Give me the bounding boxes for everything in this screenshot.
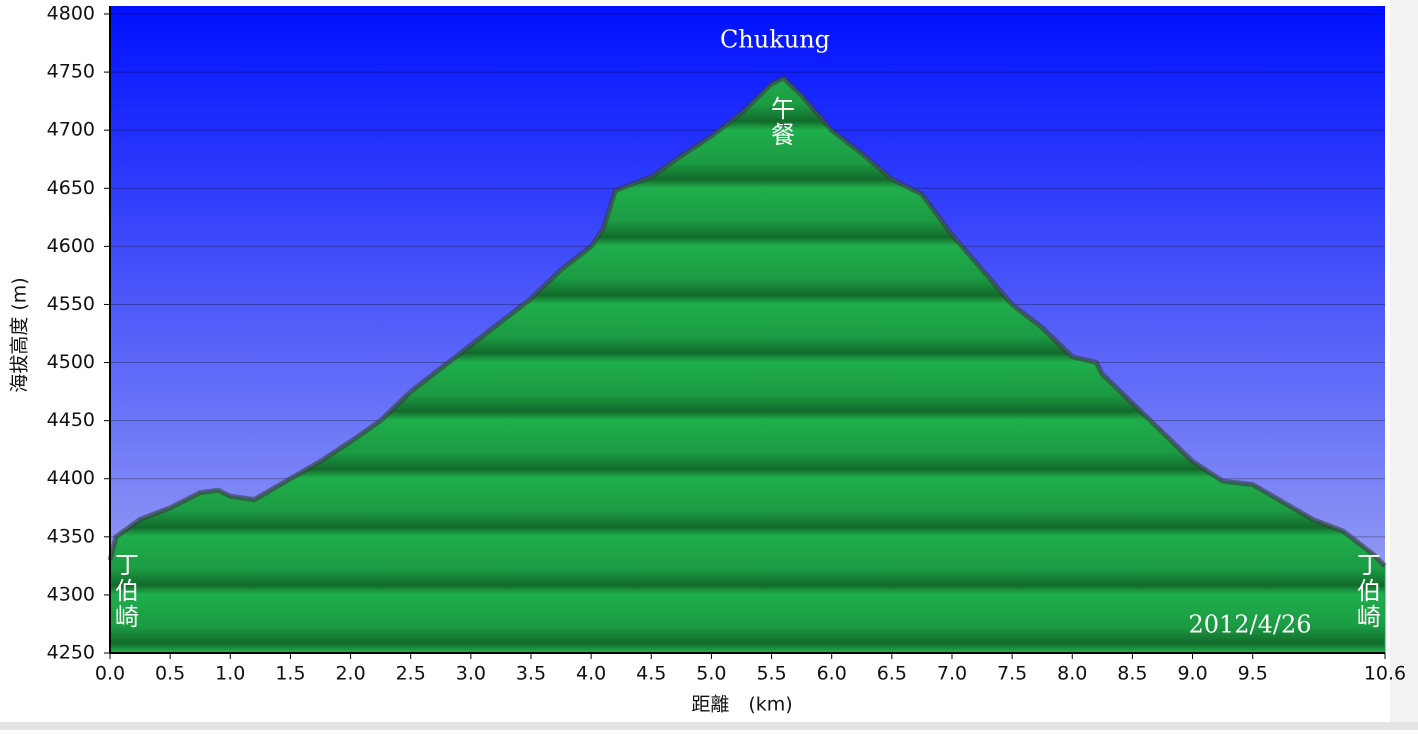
annotation: Chukung — [720, 26, 830, 54]
x-tick-label: 6.0 — [817, 663, 847, 685]
y-tick-label: 4500 — [47, 351, 95, 373]
annotation: 丁伯崎 — [1353, 552, 1381, 630]
x-tick-label: 9.5 — [1238, 663, 1268, 685]
x-tick-label: 4.5 — [636, 663, 666, 685]
annotation: 丁伯崎 — [111, 552, 139, 630]
y-tick-label: 4750 — [47, 61, 95, 83]
x-tick-label: 6.5 — [877, 663, 907, 685]
y-tick-label: 4450 — [47, 409, 95, 431]
y-tick-label: 4400 — [47, 467, 95, 489]
x-tick-label: 0.5 — [155, 663, 185, 685]
y-tick-label: 4250 — [47, 642, 95, 664]
side-panel — [1390, 0, 1418, 730]
x-tick-label: 10.6 — [1364, 663, 1406, 685]
y-tick-label: 4550 — [47, 293, 95, 315]
x-tick-label: 5.0 — [696, 663, 726, 685]
y-tick-label: 4350 — [47, 525, 95, 547]
x-axis-title: 距離 (km) — [691, 694, 792, 716]
y-tick-label: 4700 — [47, 119, 95, 141]
y-tick-label: 4800 — [47, 3, 95, 25]
x-tick-label: 7.5 — [997, 663, 1027, 685]
annotation: 2012/4/26 — [1188, 611, 1311, 639]
x-tick-label: 1.5 — [275, 663, 305, 685]
y-axis-title: 海拔高度 (m) — [9, 277, 31, 392]
x-tick-label: 5.5 — [756, 663, 786, 685]
x-tick-label: 4.0 — [576, 663, 606, 685]
x-tick-label: 1.0 — [215, 663, 245, 685]
annotation: 午餐 — [767, 96, 795, 148]
x-tick-label: 3.5 — [516, 663, 546, 685]
x-tick-label: 9.0 — [1177, 663, 1207, 685]
y-tick-label: 4300 — [47, 583, 95, 605]
x-tick-label: 8.5 — [1117, 663, 1147, 685]
x-tick-label: 7.0 — [937, 663, 967, 685]
x-tick-label: 3.0 — [456, 663, 486, 685]
y-tick-label: 4650 — [47, 177, 95, 199]
x-tick-label: 2.5 — [396, 663, 426, 685]
x-tick-label: 0.0 — [95, 663, 125, 685]
y-tick-label: 4600 — [47, 235, 95, 257]
x-tick-label: 2.0 — [335, 663, 365, 685]
status-bar — [0, 722, 1418, 730]
x-tick-label: 8.0 — [1057, 663, 1087, 685]
ridge-line — [107, 74, 1387, 568]
